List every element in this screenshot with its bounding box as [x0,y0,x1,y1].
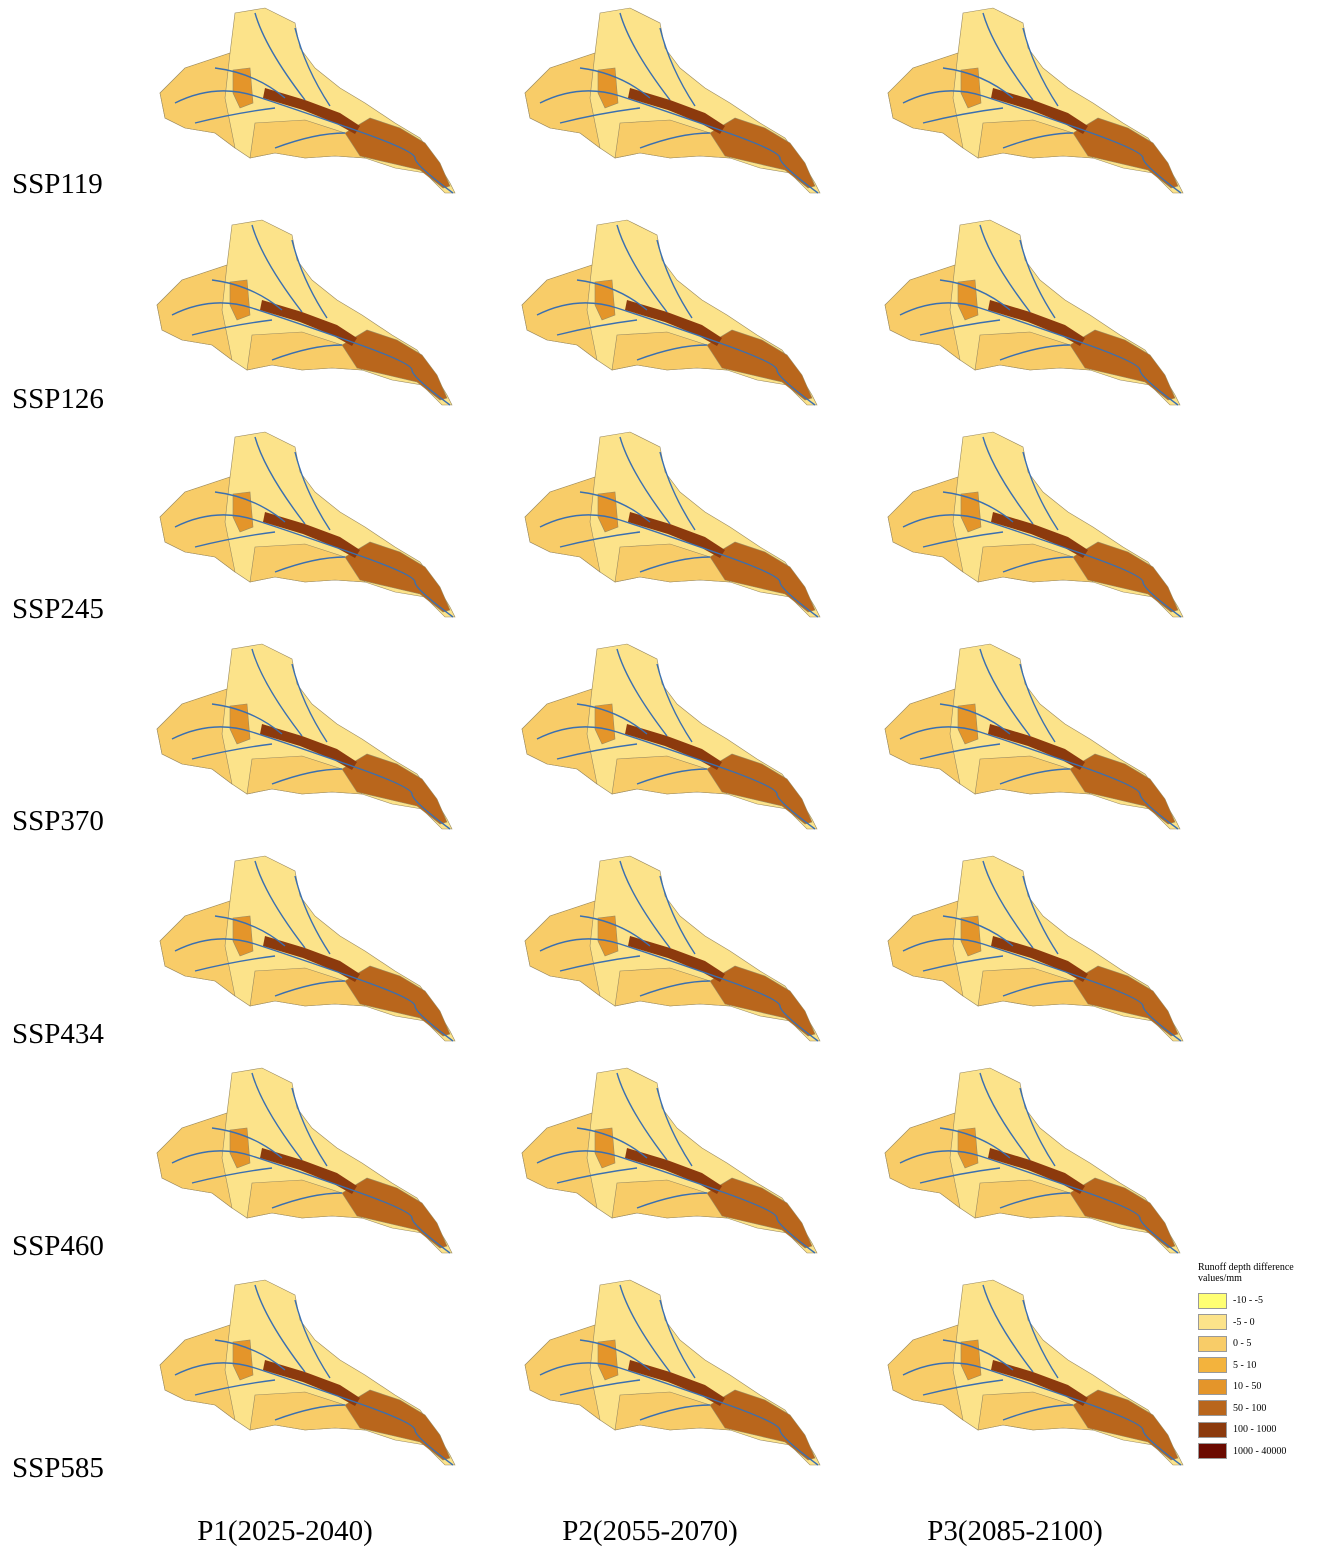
legend-item: 5 - 10 [1198,1355,1316,1377]
basin-map [522,644,817,829]
basin-map [888,856,1183,1041]
basin-map [888,1280,1183,1465]
column-label: P3(2085-2100) [865,1515,1165,1548]
basin-map [885,1068,1180,1253]
column-label: P2(2055-2070) [500,1515,800,1548]
basin-map [157,220,452,405]
basin-map [525,432,820,617]
legend-swatch [1198,1336,1227,1352]
basin-map [160,856,455,1041]
legend-item: -10 - -5 [1198,1290,1316,1312]
legend-item: 100 - 1000 [1198,1419,1316,1441]
basin-map [885,644,1180,829]
legend-swatch [1198,1314,1227,1330]
basin-map [160,432,455,617]
basin-map [160,1280,455,1465]
row-label: SSP119 [12,168,103,201]
basin-map [525,1280,820,1465]
basin-map [888,432,1183,617]
basin-map [522,220,817,405]
row-label: SSP126 [12,383,104,416]
row-label: SSP245 [12,593,104,626]
legend-swatch [1198,1357,1227,1373]
basin-map [522,1068,817,1253]
row-label: SSP460 [12,1230,104,1263]
legend-item: -5 - 0 [1198,1312,1316,1334]
legend-item: 50 - 100 [1198,1398,1316,1420]
legend-item: 1000 - 40000 [1198,1441,1316,1463]
legend-label: -10 - -5 [1233,1295,1263,1306]
basin-map [885,220,1180,405]
legend-item: 10 - 50 [1198,1376,1316,1398]
legend-title: Runoff depth difference values/mm [1198,1262,1316,1284]
legend-label: 0 - 5 [1233,1338,1251,1349]
basin-map [525,8,820,193]
row-label: SSP434 [12,1018,104,1051]
legend-label: 50 - 100 [1233,1403,1266,1414]
legend-swatch [1198,1443,1227,1459]
legend-label: -5 - 0 [1233,1317,1255,1328]
legend-swatch [1198,1379,1227,1395]
legend-item: 0 - 5 [1198,1333,1316,1355]
legend-label: 10 - 50 [1233,1381,1261,1392]
column-label: P1(2025-2040) [135,1515,435,1548]
row-label: SSP585 [12,1452,104,1485]
basin-map [157,644,452,829]
legend-swatch [1198,1422,1227,1438]
legend-label: 5 - 10 [1233,1360,1256,1371]
legend-swatch [1198,1293,1227,1309]
legend: Runoff depth difference values/mm -10 - … [1198,1262,1316,1462]
basin-map [888,8,1183,193]
legend-label: 1000 - 40000 [1233,1446,1286,1457]
map-grid [0,0,1320,1500]
legend-swatch [1198,1400,1227,1416]
basin-map [157,1068,452,1253]
basin-map [525,856,820,1041]
basin-map [160,8,455,193]
page: SSP119 SSP126 SSP245 SSP370 SSP434 SSP460 SSP5… [0,0,1320,1553]
row-label: SSP370 [12,805,104,838]
legend-label: 100 - 1000 [1233,1424,1276,1435]
